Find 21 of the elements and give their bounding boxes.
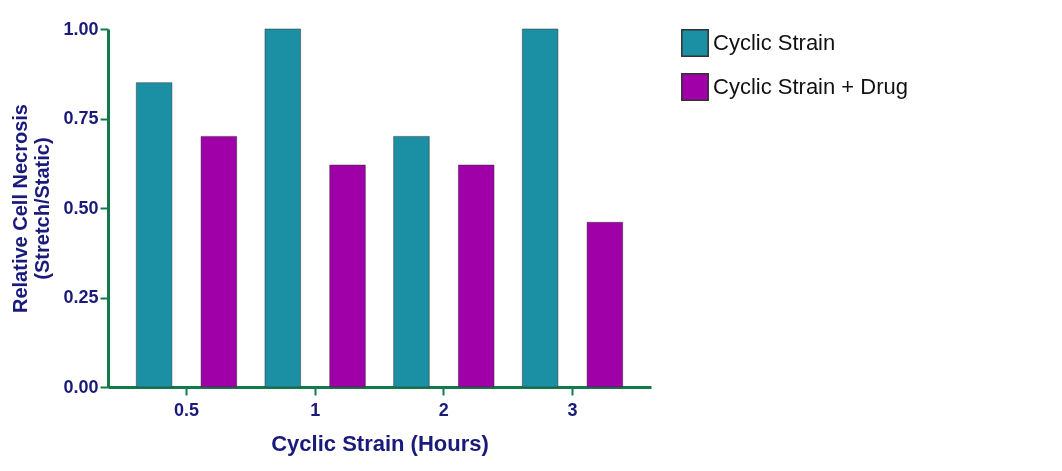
- bar: [586, 222, 623, 388]
- y-tick-label: 1.00: [63, 18, 99, 39]
- bar: [458, 164, 495, 388]
- x-tick-label: 0.5: [173, 399, 200, 420]
- y-tick-label: 0.75: [63, 108, 99, 128]
- y-tick-label: 0.50: [63, 197, 99, 218]
- bar: [329, 164, 366, 388]
- y-axis-title: Relative Cell Necrosis (Stretch/Static): [9, 104, 54, 313]
- legend-label: Cyclic Strain + Drug: [713, 74, 909, 99]
- bar: [200, 136, 237, 388]
- y-tick-label: 0.25: [63, 287, 99, 307]
- y-tick-label: 0.00: [63, 376, 99, 397]
- bar: [136, 82, 173, 388]
- bar: [264, 28, 301, 388]
- legend-label: Cyclic Strain: [713, 30, 836, 55]
- x-axis-title: Cyclic Strain (Hours): [271, 430, 489, 456]
- x-tick-label: 3: [567, 399, 578, 420]
- x-tick-label: 2: [438, 399, 449, 420]
- x-tick-label: 1: [310, 399, 321, 420]
- bar: [522, 28, 559, 388]
- bar: [393, 136, 430, 388]
